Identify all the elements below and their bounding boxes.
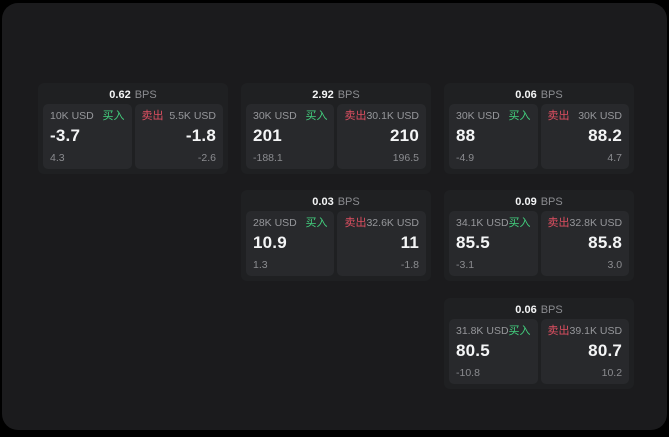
buy-side-label: 买入 bbox=[102, 110, 125, 122]
sell-panel[interactable]: 卖出 30.1K USD 210 196.5 bbox=[337, 104, 426, 169]
spread-value: 0.09 bbox=[515, 195, 537, 208]
card-header: 0.62 BPS bbox=[38, 83, 228, 104]
sell-panel[interactable]: 卖出 32.8K USD 85.8 3.0 bbox=[540, 211, 630, 276]
buy-amount: 30K USD bbox=[456, 110, 500, 122]
buy-price: 201 bbox=[253, 126, 282, 145]
buy-delta: -188.1 bbox=[253, 152, 283, 164]
sell-amount: 5.5K USD bbox=[169, 110, 216, 122]
buy-delta: -3.1 bbox=[456, 259, 475, 271]
app-window: 0.62 BPS 10K USD 买入 -3.7 4.3 卖出 5.5K USD… bbox=[2, 3, 667, 430]
card-header: 2.92 BPS bbox=[241, 83, 431, 104]
spread-value: 0.06 bbox=[515, 88, 537, 101]
buy-delta: 4.3 bbox=[50, 152, 65, 164]
buy-side-label: 买入 bbox=[305, 217, 328, 229]
quote-panels: 30K USD 买入 88 -4.9 卖出 30K USD 88.2 4.7 bbox=[444, 104, 634, 169]
spread-unit: BPS bbox=[337, 195, 360, 208]
sell-side-label: 卖出 bbox=[344, 217, 367, 229]
card-header: 0.09 BPS bbox=[444, 190, 634, 211]
spread-unit: BPS bbox=[337, 88, 360, 101]
sell-delta: 3.0 bbox=[607, 259, 623, 271]
sell-price: 11 bbox=[400, 233, 419, 252]
buy-delta: -4.9 bbox=[456, 152, 475, 164]
sell-panel[interactable]: 卖出 30K USD 88.2 4.7 bbox=[540, 104, 629, 169]
quote-panels: 31.8K USD 买入 80.5 -10.8 卖出 39.1K USD 80.… bbox=[444, 319, 634, 384]
buy-side-label: 买入 bbox=[508, 217, 531, 229]
buy-amount: 10K USD bbox=[50, 110, 94, 122]
buy-side-label: 买入 bbox=[508, 110, 531, 122]
spread-value: 2.92 bbox=[312, 88, 334, 101]
buy-panel[interactable]: 10K USD 买入 -3.7 4.3 bbox=[43, 104, 132, 169]
sell-side-label: 卖出 bbox=[547, 325, 570, 337]
spread-unit: BPS bbox=[540, 88, 563, 101]
sell-side-label: 卖出 bbox=[141, 110, 164, 122]
sell-amount: 30K USD bbox=[578, 110, 622, 122]
spread-unit: BPS bbox=[134, 88, 157, 101]
buy-side-label: 买入 bbox=[508, 325, 531, 337]
buy-panel[interactable]: 28K USD 买入 10.9 1.3 bbox=[246, 211, 335, 276]
sell-delta: -1.8 bbox=[400, 259, 419, 271]
spread-unit: BPS bbox=[540, 303, 563, 316]
buy-price: 88 bbox=[456, 126, 476, 145]
buy-side-label: 买入 bbox=[305, 110, 328, 122]
sell-delta: 196.5 bbox=[392, 152, 419, 164]
card-header: 0.03 BPS bbox=[241, 190, 431, 211]
sell-price: 80.7 bbox=[588, 341, 623, 360]
buy-price: -3.7 bbox=[50, 126, 81, 145]
quote-card: 0.62 BPS 10K USD 买入 -3.7 4.3 卖出 5.5K USD… bbox=[38, 83, 228, 174]
buy-panel[interactable]: 31.8K USD 买入 80.5 -10.8 bbox=[449, 319, 538, 384]
quote-panels: 10K USD 买入 -3.7 4.3 卖出 5.5K USD -1.8 -2.… bbox=[38, 104, 228, 169]
sell-panel[interactable]: 卖出 5.5K USD -1.8 -2.6 bbox=[134, 104, 223, 169]
card-header: 0.06 BPS bbox=[444, 298, 634, 319]
spread-value: 0.62 bbox=[109, 88, 131, 101]
buy-delta: -10.8 bbox=[456, 367, 480, 379]
sell-amount: 30.1K USD bbox=[366, 110, 419, 122]
buy-amount: 34.1K USD bbox=[456, 217, 509, 229]
sell-amount: 32.8K USD bbox=[569, 217, 623, 229]
quote-card: 0.06 BPS 30K USD 买入 88 -4.9 卖出 30K USD 8… bbox=[444, 83, 634, 174]
buy-panel[interactable]: 30K USD 买入 88 -4.9 bbox=[449, 104, 538, 169]
spread-value: 0.06 bbox=[515, 303, 537, 316]
sell-price: 88.2 bbox=[588, 126, 622, 145]
spread-value: 0.03 bbox=[312, 195, 334, 208]
sell-side-label: 卖出 bbox=[547, 217, 570, 229]
card-header: 0.06 BPS bbox=[444, 83, 634, 104]
buy-panel[interactable]: 34.1K USD 买入 85.5 -3.1 bbox=[449, 211, 538, 276]
sell-side-label: 卖出 bbox=[547, 110, 570, 122]
sell-price: -1.8 bbox=[185, 126, 216, 145]
buy-price: 85.5 bbox=[456, 233, 490, 252]
buy-amount: 31.8K USD bbox=[456, 325, 509, 337]
buy-delta: 1.3 bbox=[253, 259, 268, 271]
buy-price: 80.5 bbox=[456, 341, 490, 360]
sell-delta: 4.7 bbox=[607, 152, 622, 164]
sell-price: 85.8 bbox=[588, 233, 623, 252]
quote-panels: 34.1K USD 买入 85.5 -3.1 卖出 32.8K USD 85.8… bbox=[444, 211, 634, 276]
quote-card: 2.92 BPS 30K USD 买入 201 -188.1 卖出 30.1K … bbox=[241, 83, 431, 174]
sell-panel[interactable]: 卖出 39.1K USD 80.7 10.2 bbox=[540, 319, 630, 384]
sell-price: 210 bbox=[390, 126, 419, 145]
sell-panel[interactable]: 卖出 32.6K USD 11 -1.8 bbox=[337, 211, 426, 276]
quote-card: 0.03 BPS 28K USD 买入 10.9 1.3 卖出 32.6K US… bbox=[241, 190, 431, 281]
buy-price: 10.9 bbox=[253, 233, 287, 252]
buy-panel[interactable]: 30K USD 买入 201 -188.1 bbox=[246, 104, 335, 169]
quote-panels: 28K USD 买入 10.9 1.3 卖出 32.6K USD 11 -1.8 bbox=[241, 211, 431, 276]
sell-amount: 39.1K USD bbox=[569, 325, 623, 337]
sell-delta: -2.6 bbox=[197, 152, 216, 164]
buy-amount: 28K USD bbox=[253, 217, 297, 229]
quote-panels: 30K USD 买入 201 -188.1 卖出 30.1K USD 210 1… bbox=[241, 104, 431, 169]
sell-amount: 32.6K USD bbox=[366, 217, 419, 229]
buy-amount: 30K USD bbox=[253, 110, 297, 122]
sell-delta: 10.2 bbox=[601, 367, 623, 379]
sell-side-label: 卖出 bbox=[344, 110, 367, 122]
quote-card: 0.09 BPS 34.1K USD 买入 85.5 -3.1 卖出 32.8K… bbox=[444, 190, 634, 281]
quote-card: 0.06 BPS 31.8K USD 买入 80.5 -10.8 卖出 39.1… bbox=[444, 298, 634, 389]
spread-unit: BPS bbox=[540, 195, 563, 208]
